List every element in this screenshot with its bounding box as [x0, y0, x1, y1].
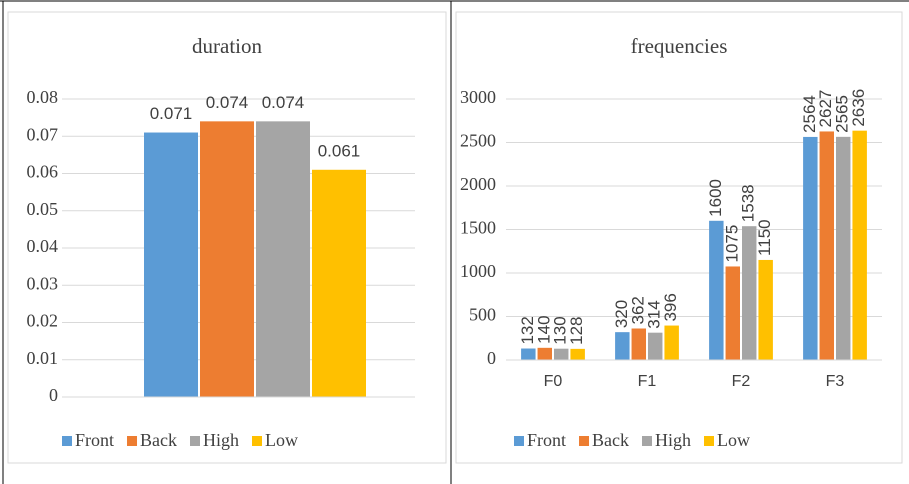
- x-tick-label: F3: [826, 373, 845, 390]
- legend-swatch: [127, 436, 138, 446]
- bar: [803, 136, 818, 360]
- chart-title: duration: [192, 34, 262, 58]
- data-label: 1538: [739, 184, 758, 222]
- x-tick-label: F0: [544, 373, 563, 390]
- x-tick-label: F1: [638, 373, 657, 390]
- data-label: 2564: [800, 95, 819, 133]
- bar: [256, 121, 310, 397]
- data-label: 132: [518, 316, 537, 344]
- y-tick-label: 0.01: [27, 348, 59, 368]
- data-label: 130: [551, 316, 570, 344]
- y-tick-label: 0.06: [27, 162, 59, 182]
- data-label: 1600: [706, 179, 725, 217]
- y-tick-label: 0.05: [27, 199, 59, 219]
- bar: [554, 348, 569, 360]
- y-tick-label: 2000: [460, 174, 496, 194]
- bar: [758, 259, 773, 360]
- bar: [537, 347, 552, 360]
- data-label: 128: [567, 316, 586, 344]
- data-label: 2565: [833, 95, 852, 133]
- bar: [664, 325, 679, 360]
- bar: [648, 332, 663, 360]
- data-label: 0.074: [262, 93, 305, 112]
- chart-title: frequencies: [631, 34, 728, 58]
- legend-label: Front: [527, 430, 566, 450]
- bar: [742, 226, 757, 360]
- legend-swatch: [579, 436, 590, 446]
- bar: [819, 131, 834, 360]
- legend-label: Low: [717, 430, 750, 450]
- bar: [521, 348, 536, 360]
- legend-label: Back: [592, 430, 629, 450]
- legend-swatch: [190, 436, 200, 446]
- bar: [709, 220, 724, 360]
- y-tick-label: 1500: [460, 218, 496, 238]
- y-tick-label: 0: [487, 348, 496, 368]
- data-label: 320: [612, 300, 631, 328]
- data-label: 396: [661, 293, 680, 321]
- legend-swatch: [642, 436, 652, 446]
- legend-label: High: [655, 430, 691, 450]
- legend-label: Front: [75, 430, 114, 450]
- bar: [570, 348, 585, 360]
- data-label: 0.071: [150, 104, 193, 123]
- y-tick-label: 0.03: [27, 273, 59, 293]
- y-tick-label: 0.07: [27, 124, 59, 144]
- legend-swatch: [252, 436, 262, 446]
- bar: [725, 266, 740, 360]
- legend-label: Low: [265, 430, 298, 450]
- data-label: 0.061: [318, 141, 361, 160]
- data-label: 314: [645, 300, 664, 328]
- data-label: 2636: [849, 89, 868, 127]
- bar: [836, 136, 851, 360]
- legend-label: Back: [140, 430, 177, 450]
- data-label: 362: [628, 296, 647, 324]
- bar: [200, 121, 254, 397]
- legend-swatch: [704, 436, 714, 446]
- bar: [615, 332, 630, 360]
- bar: [631, 328, 646, 360]
- y-tick-label: 0.02: [27, 311, 59, 331]
- y-tick-label: 3000: [460, 87, 496, 107]
- x-tick-label: F2: [732, 373, 751, 390]
- bar: [144, 132, 198, 397]
- data-label: 1075: [722, 225, 741, 263]
- data-label: 140: [534, 315, 553, 343]
- legend-swatch: [514, 436, 524, 446]
- data-label: 2627: [816, 90, 835, 128]
- bar: [312, 169, 366, 397]
- y-tick-label: 2500: [460, 131, 496, 151]
- y-tick-label: 0.08: [27, 87, 59, 107]
- chart-panel: [455, 11, 903, 464]
- y-tick-label: 0.04: [27, 236, 59, 256]
- y-tick-label: 500: [469, 305, 496, 325]
- bar: [852, 130, 867, 360]
- legend-swatch: [62, 436, 72, 446]
- data-label: 0.074: [206, 93, 249, 112]
- y-tick-label: 1000: [460, 261, 496, 281]
- legend-label: High: [203, 430, 239, 450]
- data-label: 1150: [755, 219, 774, 256]
- y-tick-label: 0: [49, 385, 58, 405]
